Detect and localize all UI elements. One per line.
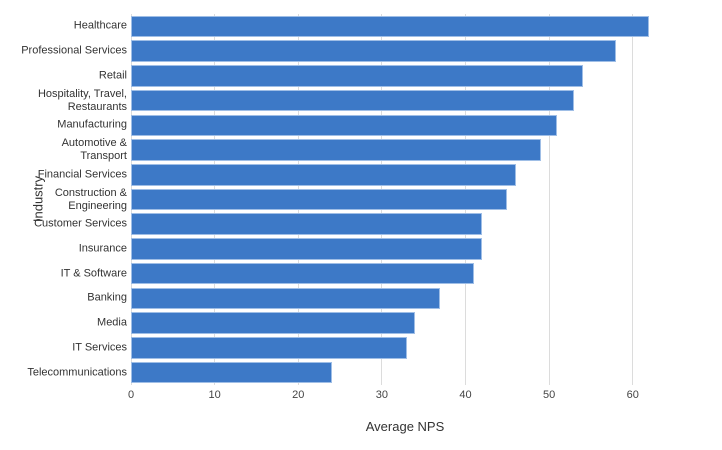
x-tick-label: 40 <box>459 389 472 401</box>
grid-line <box>632 14 634 385</box>
bar-telecommunications[interactable] <box>131 361 332 384</box>
x-tick-label: 20 <box>292 389 305 401</box>
category-label: Banking <box>87 291 127 304</box>
category-label: IT Services <box>72 341 127 354</box>
category-label: Manufacturing <box>57 118 127 131</box>
bar-banking[interactable] <box>131 287 441 310</box>
grid-line <box>548 14 550 385</box>
category-label: Professional Services <box>21 44 127 57</box>
bar-construction-engineering[interactable] <box>131 188 508 211</box>
category-label: Healthcare <box>73 19 127 32</box>
x-tick-label: 60 <box>626 389 639 401</box>
category-label: Automotive & Transport <box>61 137 127 163</box>
x-tick-label: 50 <box>542 389 556 401</box>
bar-hospitality-travel-restaurants[interactable] <box>131 89 575 112</box>
bar-media[interactable] <box>131 312 416 334</box>
plot-area <box>130 14 708 385</box>
category-label: Telecommunications <box>27 366 127 379</box>
x-tick-label: 10 <box>208 389 221 401</box>
bar-insurance[interactable] <box>131 238 483 260</box>
bar-customer-services[interactable] <box>131 213 483 235</box>
x-axis-title: Average NPS <box>365 419 445 434</box>
category-label: IT & Software <box>60 267 127 280</box>
bar-manufacturing[interactable] <box>131 114 558 137</box>
bar-professional-services[interactable] <box>131 40 616 62</box>
bar-automotive-transport[interactable] <box>131 139 541 161</box>
category-label: Financial Services <box>37 168 127 181</box>
x-tick-label: 0 <box>127 389 135 401</box>
category-label: Retail <box>98 69 127 82</box>
category-label: Construction & Engineering <box>54 186 127 212</box>
bar-it-services[interactable] <box>131 337 407 359</box>
category-label: Customer Services <box>34 217 127 230</box>
bar-it-software[interactable] <box>131 262 474 285</box>
bar-financial-services[interactable] <box>131 164 516 186</box>
category-label: Hospitality, Travel, Restaurants <box>37 87 127 113</box>
category-label: Insurance <box>78 242 127 255</box>
bar-healthcare[interactable] <box>131 15 650 38</box>
x-tick-label: 30 <box>375 389 388 401</box>
category-label: Media <box>97 316 127 329</box>
bar-retail[interactable] <box>131 65 583 87</box>
